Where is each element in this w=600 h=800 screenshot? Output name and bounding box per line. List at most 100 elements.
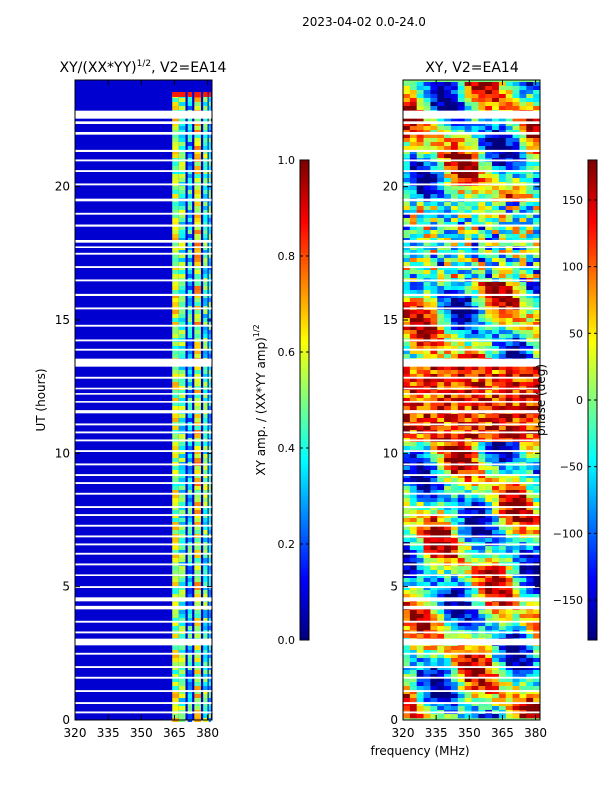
amplitude-channel-cell xyxy=(187,470,193,474)
phase-cell xyxy=(464,322,472,327)
phase-cell xyxy=(409,218,417,223)
phase-cell xyxy=(409,390,417,395)
phase-cell xyxy=(512,554,520,559)
phase-cell xyxy=(416,266,424,271)
amplitude-channel-cell xyxy=(178,522,186,526)
amplitude-channel-cell xyxy=(187,162,193,166)
amplitude-channel-cell xyxy=(203,490,208,494)
phase-cell xyxy=(505,242,513,247)
phase-cell xyxy=(492,674,500,679)
phase-cell xyxy=(526,578,534,583)
phase-cell xyxy=(450,686,459,691)
phase-cell xyxy=(471,322,479,327)
phase-cell xyxy=(416,506,424,511)
colorbar-segment xyxy=(300,564,309,569)
phase-cell xyxy=(444,666,452,671)
phase-cell xyxy=(498,106,507,111)
phase-cell xyxy=(505,370,513,375)
y-tick-label: 15 xyxy=(383,313,398,327)
phase-cell xyxy=(505,222,513,227)
amplitude-channel-cell xyxy=(172,142,179,146)
phase-cell xyxy=(444,458,452,463)
phase-cell xyxy=(457,286,465,291)
phase-cell xyxy=(457,94,465,99)
amplitude-channel-cell xyxy=(187,334,193,338)
amplitude-channel-cell xyxy=(203,494,208,498)
phase-cell xyxy=(444,190,452,195)
colorbar-segment xyxy=(588,352,597,357)
phase-cell xyxy=(519,322,527,327)
amplitude-channel-cell xyxy=(187,426,193,430)
phase-cell xyxy=(492,302,500,307)
amplitude-channel-cell xyxy=(194,254,201,258)
amplitude-channel-cell xyxy=(208,650,211,654)
phase-cell xyxy=(430,190,438,195)
phase-cell xyxy=(526,286,534,291)
phase-cell xyxy=(526,242,534,247)
phase-cell xyxy=(512,458,520,463)
phase-cell xyxy=(437,618,445,623)
phase-cell xyxy=(526,594,534,599)
phase-cell xyxy=(498,614,507,619)
phase-cell xyxy=(478,538,486,543)
phase-cell xyxy=(444,250,452,255)
phase-cell xyxy=(423,682,431,687)
phase-cell xyxy=(464,550,472,555)
phase-cell xyxy=(423,302,431,307)
phase-cell xyxy=(437,326,445,331)
amplitude-plot-frame xyxy=(74,79,213,721)
phase-flagged-band xyxy=(403,702,540,704)
phase-cell xyxy=(403,166,411,171)
phase-cell xyxy=(423,274,431,279)
phase-cell xyxy=(423,674,431,679)
amplitude-channel-cell xyxy=(203,502,208,506)
phase-cell xyxy=(444,206,452,211)
phase-cell xyxy=(526,202,534,207)
phase-cell xyxy=(512,394,520,399)
phase-cell xyxy=(457,566,465,571)
phase-cell xyxy=(492,582,500,587)
phase-cell xyxy=(409,398,417,403)
phase-cell xyxy=(512,482,520,487)
phase-flagged-band xyxy=(403,393,540,395)
amplitude-channel-cell xyxy=(187,222,193,226)
phase-cell xyxy=(471,538,479,543)
phase-cell xyxy=(450,502,459,507)
phase-cell xyxy=(437,522,445,527)
phase-cell xyxy=(526,402,534,407)
amplitude-channel-cell xyxy=(194,434,201,438)
phase-cell xyxy=(485,90,493,95)
phase-cell xyxy=(519,594,527,599)
phase-cell xyxy=(464,378,472,383)
amplitude-channel-cell xyxy=(203,442,208,446)
phase-cell xyxy=(423,94,431,99)
amplitude-channel-cell xyxy=(208,682,211,686)
amplitude-channel-cell xyxy=(178,390,186,394)
phase-cell xyxy=(512,714,520,719)
phase-cell xyxy=(457,394,465,399)
phase-cell xyxy=(519,138,527,143)
phase-cell xyxy=(444,578,452,583)
phase-cell xyxy=(416,230,424,235)
phase-cell xyxy=(444,258,452,263)
phase-flagged-band xyxy=(403,423,540,426)
phase-cell xyxy=(519,518,527,523)
colorbar-segment xyxy=(300,224,309,229)
phase-cell xyxy=(409,226,417,231)
phase-cell xyxy=(437,682,445,687)
amplitude-colorbar: 0.00.20.40.60.81.0 XY amp. / (XX*YY amp)… xyxy=(252,154,310,647)
phase-cell xyxy=(464,490,472,495)
phase-cell xyxy=(464,138,472,143)
amplitude-channel-cell xyxy=(172,334,179,338)
phase-cell xyxy=(416,590,424,595)
colorbar-segment xyxy=(300,576,309,581)
phase-cell xyxy=(485,398,493,403)
phase-cell xyxy=(505,174,513,179)
y-tick-label: 20 xyxy=(55,180,70,194)
phase-cell xyxy=(533,394,541,399)
phase-cell xyxy=(423,478,431,483)
phase-cell xyxy=(437,474,445,479)
phase-cell xyxy=(464,602,472,607)
amplitude-channel-cell xyxy=(208,594,211,598)
phase-cell xyxy=(519,434,527,439)
